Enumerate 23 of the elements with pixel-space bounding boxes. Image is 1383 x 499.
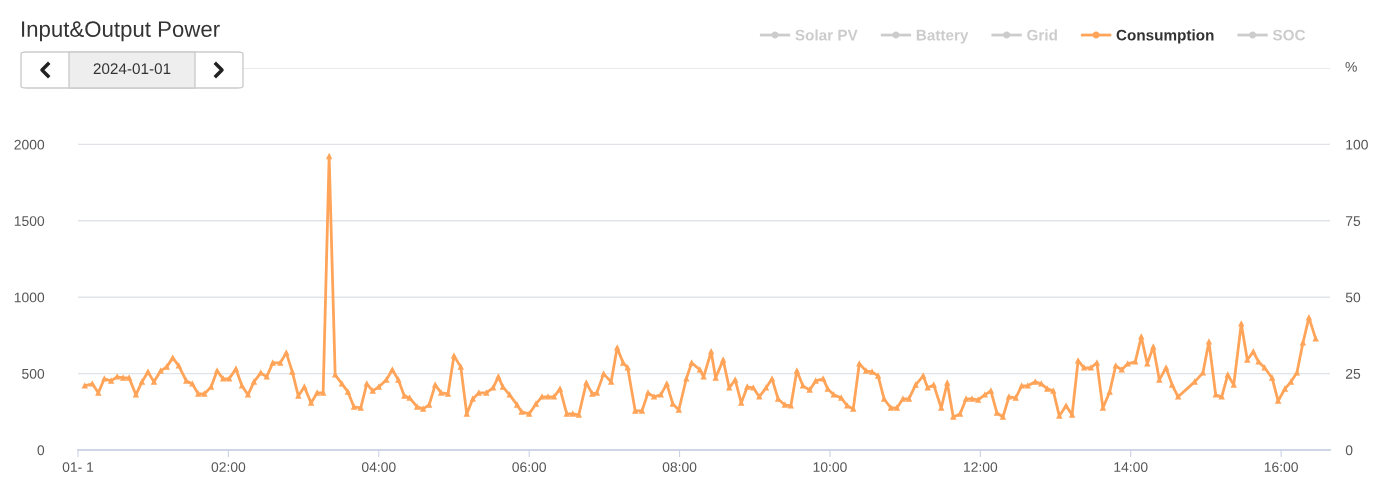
y2-tick-label: 25	[1345, 368, 1361, 379]
x-tick-label: 12:00	[964, 462, 998, 473]
x-tick-label: 14:00	[1114, 462, 1148, 473]
y-tick-label: 500	[22, 368, 45, 379]
x-tick-label: 02:00	[211, 462, 246, 473]
x-tick-label: 06:00	[512, 462, 547, 473]
y2-tick-label: 75	[1345, 216, 1361, 226]
y2-tick-label: 0	[1345, 445, 1353, 456]
y-tick-label: 2000	[14, 139, 45, 150]
y-tick-label: 0	[37, 445, 45, 456]
y-tick-label: 1000	[14, 292, 45, 303]
x-tick-label: 04:00	[361, 462, 396, 473]
y-tick-label: 1500	[14, 216, 45, 226]
chart-title: Input&Output Power	[22, 21, 220, 42]
x-tick-label: 08:00	[662, 462, 697, 473]
chart-subtitle: 2024-01-01	[93, 63, 171, 75]
x-tick-label: 16:00	[1264, 462, 1298, 473]
y2-tick-label: 50	[1345, 292, 1361, 303]
y2-tick-label: 100	[1346, 139, 1368, 150]
y2-axis-title: %	[1345, 61, 1357, 72]
x-tick-label: 01- 1	[62, 462, 94, 473]
x-tick-label: 10:00	[813, 462, 847, 473]
legend-label: Consumption	[1116, 29, 1214, 44]
